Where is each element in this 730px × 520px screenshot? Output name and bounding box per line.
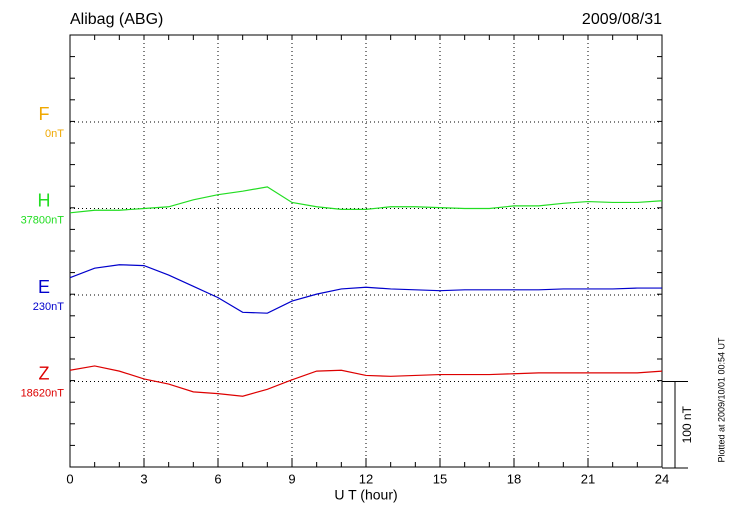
x-tick-label: 6	[214, 471, 221, 486]
x-tick-label: 18	[507, 471, 521, 486]
series-line	[69, 186, 663, 214]
chart-title: Alibag (ABG)	[70, 11, 163, 28]
baseline-label: 18620nT	[21, 387, 65, 399]
x-tick-label: 3	[140, 471, 147, 486]
x-tick-label: 21	[581, 471, 595, 486]
legend-entry: Z	[39, 363, 50, 383]
x-tick-label: 0	[66, 471, 73, 486]
x-tick-label: 24	[655, 471, 669, 486]
legend-entry: H	[38, 190, 51, 210]
x-tick-label: 9	[288, 471, 295, 486]
legend-entry: F	[39, 104, 50, 124]
baseline-label: 37800nT	[21, 214, 65, 226]
scale-bar-label: 100 nT	[680, 405, 694, 443]
x-tick-label: 12	[359, 471, 373, 486]
plot-note: Plotted at 2009/10/01 00:54 UT	[716, 337, 726, 463]
chart-date: 2009/08/31	[582, 11, 662, 28]
baseline-label: 0nT	[45, 128, 64, 140]
series-line	[69, 365, 663, 397]
legend-entry: E	[38, 277, 50, 297]
series-line	[69, 264, 662, 314]
baseline-label: 230nT	[33, 301, 64, 313]
x-axis-label: U T (hour)	[334, 487, 397, 503]
x-tick-label: 15	[433, 471, 447, 486]
